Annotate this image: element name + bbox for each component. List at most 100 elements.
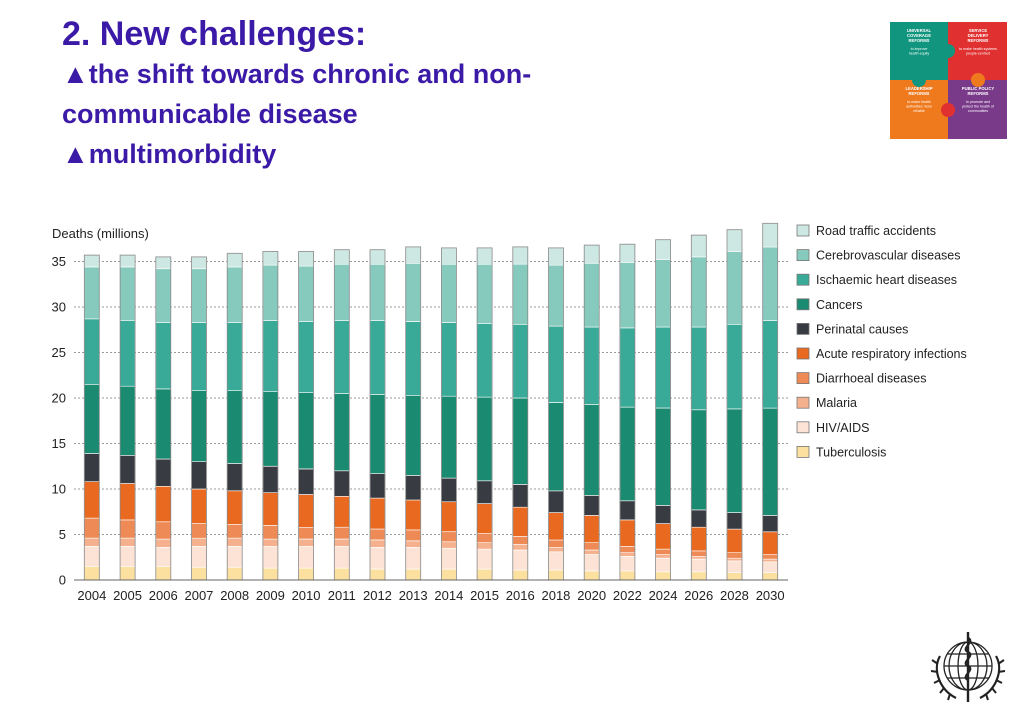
bar-segment-diarrhoeal-diseases [262,525,279,540]
puzzle-knob [912,73,926,87]
bar-segment-hiv-aids [84,545,100,567]
bar-segment-acute-respiratory-infections [191,488,207,524]
puzzle-knob [941,103,955,117]
bar-segment-ischaemic-heart-diseases [84,318,100,385]
bar-segment-cerebrovascular-diseases [405,262,422,322]
bar-segment-acute-respiratory-infections [155,485,172,523]
bar-segment-hiv-aids [298,545,314,569]
bar-segment-road-traffic-accidents [690,234,707,258]
bar-segment-acute-respiratory-infections [119,483,136,521]
bar-segment-malaria [84,537,100,547]
bar-segment-cancers [226,390,243,464]
bar-segment-cancers [548,402,564,492]
bar-segment-hiv-aids [476,548,493,570]
x-tick-label: 2028 [720,588,749,603]
bar-segment-road-traffic-accidents [155,256,172,270]
bar-segment-malaria [155,538,172,548]
bar-segment-ischaemic-heart-diseases [762,320,779,409]
bar-segment-cancers [583,404,600,496]
bar-segment-diarrhoeal-diseases [369,528,386,541]
puzzle-piece-title: PUBLIC POLICY [962,86,995,91]
bar-segment-road-traffic-accidents [548,247,564,266]
bar-segment-acute-respiratory-infections [476,503,493,534]
bar-segment-acute-respiratory-infections [262,492,279,526]
bar-segment-tuberculosis [512,569,529,581]
legend-label: Cancers [816,298,863,312]
puzzle-piece-title: REFORMS [968,38,989,43]
legend-swatch [796,445,810,458]
bar-segment-cancers [405,395,422,476]
bar-segment-cancers [619,406,636,502]
bar-segment-perinatal-causes [762,515,779,533]
bar-segment-malaria [655,554,671,559]
bar-segment-cerebrovascular-diseases [84,266,100,320]
bar-segment-hiv-aids [119,545,136,567]
puzzle-piece-text: to promote and [966,100,990,104]
bar-segment-cancers [655,407,671,506]
y-tick-label: 30 [52,300,66,315]
puzzle-piece-title: REFORMS [909,38,930,43]
bar-segment-malaria [191,537,207,547]
x-tick-label: 2008 [220,588,249,603]
bar-segment-diarrhoeal-diseases [405,529,422,542]
bar-segment-tuberculosis [690,571,707,581]
x-tick-label: 2004 [77,588,106,603]
bar-segment-cerebrovascular-diseases [655,259,671,328]
x-tick-label: 2015 [470,588,499,603]
y-tick-label: 5 [59,527,66,542]
bar-segment-diarrhoeal-diseases [512,535,529,545]
bar-segment-cancers [333,393,350,472]
bar-segment-perinatal-causes [690,509,707,528]
bar-segment-ischaemic-heart-diseases [548,325,564,403]
bar-segment-perinatal-causes [583,495,600,516]
bar-segment-road-traffic-accidents [84,254,100,268]
bar-segment-road-traffic-accidents [726,229,743,252]
puzzle-piece-leadership [890,80,948,139]
bar-segment-diarrhoeal-diseases [119,519,136,539]
bar-segment-cerebrovascular-diseases [191,268,207,323]
bar-segment-cerebrovascular-diseases [548,264,564,327]
bar-segment-diarrhoeal-diseases [583,542,600,551]
bar-segment-road-traffic-accidents [655,239,671,261]
bar-segment-perinatal-causes [191,461,207,490]
bar-segment-cerebrovascular-diseases [512,263,529,325]
puzzle-piece-title: UNIVERSAL [907,28,932,33]
bar-segment-road-traffic-accidents [226,252,243,268]
puzzle-piece-text: protect the health of [962,105,994,109]
bar-segment-cerebrovascular-diseases [476,263,493,324]
bar-segment-perinatal-causes [369,473,386,499]
puzzle-piece-title: REFORMS [909,91,930,96]
bar-segment-diarrhoeal-diseases [548,539,564,548]
bar-segment-hiv-aids [369,546,386,570]
bar-segment-acute-respiratory-infections [762,531,779,555]
legend-swatch [796,396,810,409]
bar-segment-cerebrovascular-diseases [726,251,743,325]
bar-segment-hiv-aids [333,545,350,569]
bar-segment-cerebrovascular-diseases [762,246,779,321]
bar-segment-tuberculosis [226,566,243,581]
bar-segment-road-traffic-accidents [512,246,529,265]
bar-segment-malaria [476,542,493,550]
bar-segment-diarrhoeal-diseases [226,524,243,539]
puzzle-knob [941,44,955,58]
bar-segment-acute-respiratory-infections [369,497,386,530]
bar-segment-malaria [405,540,422,548]
x-tick-label: 2016 [506,588,535,603]
puzzle-knob [971,73,985,87]
bar-segment-ischaemic-heart-diseases [298,321,314,393]
bar-segment-diarrhoeal-diseases [84,517,100,539]
bar-segment-cancers [84,384,100,454]
y-tick-label: 20 [52,391,66,406]
bar-segment-cerebrovascular-diseases [298,265,314,322]
bar-segment-cancers [155,388,172,460]
x-tick-label: 2009 [256,588,285,603]
x-tick-label: 2007 [184,588,213,603]
legend-label: Road traffic accidents [816,224,936,238]
bar-segment-malaria [298,538,314,547]
bar-segment-tuberculosis [262,567,279,581]
bar-segment-perinatal-causes [441,477,457,503]
puzzle-piece-text: to make health [907,100,931,104]
bar-segment-malaria [333,538,350,547]
bar-segment-perinatal-causes [726,512,743,530]
